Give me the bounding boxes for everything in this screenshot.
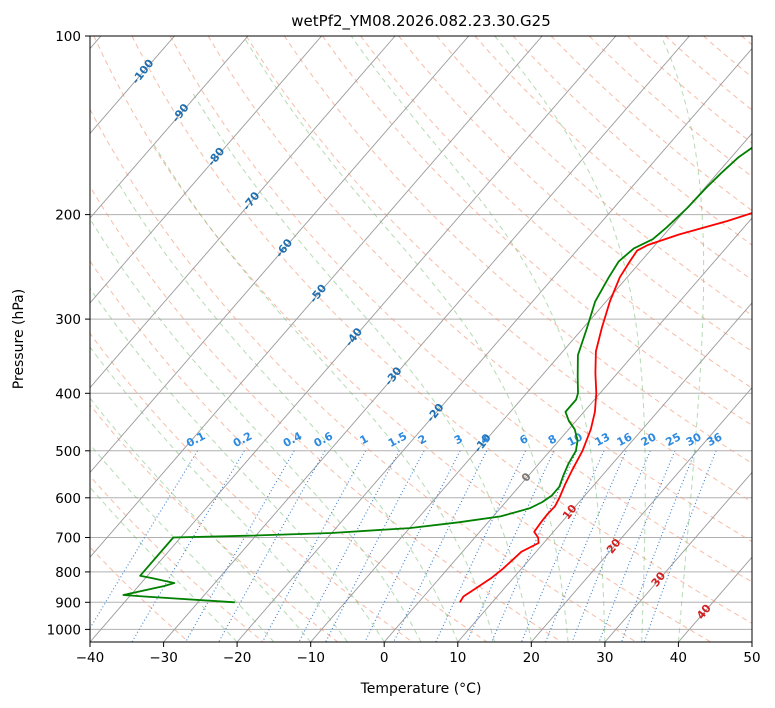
mixing-ratio-line xyxy=(90,450,198,630)
mixing-ratio-line xyxy=(262,450,367,642)
moist-adiabat-line xyxy=(350,36,606,642)
isotherm-line xyxy=(236,47,752,642)
mixing-ratio-label: 16 xyxy=(615,430,635,449)
dry-adiabat-line xyxy=(398,36,752,352)
plot-frame xyxy=(89,35,753,643)
mixing-ratio-line xyxy=(364,450,461,642)
y-tick-label: 900 xyxy=(55,595,81,611)
mixing-ratio-line xyxy=(491,450,578,642)
x-tick-label: 0 xyxy=(380,650,389,666)
mixing-ratio-line xyxy=(435,450,526,642)
mixing-ratio-line xyxy=(598,450,676,642)
dry-adiabat-line xyxy=(207,36,752,543)
dry-adiabat-line xyxy=(93,36,712,642)
y-tick-label: 400 xyxy=(55,386,81,402)
chart-title: wetPf2_YM08.2026.082.23.30.G25 xyxy=(291,12,550,31)
mixing-ratio-label: 30 xyxy=(684,430,704,449)
dry-adiabat-line xyxy=(512,36,752,246)
y-tick-label: 100 xyxy=(55,29,81,45)
mixing-ratio-line xyxy=(325,450,425,642)
moist-adiabat-line xyxy=(90,217,422,642)
moist-adiabat-line xyxy=(192,93,532,642)
isotherms xyxy=(90,36,752,642)
moist-adiabat-line xyxy=(90,346,348,642)
isotherm-line xyxy=(90,36,617,642)
isotherm-line xyxy=(90,36,543,558)
isotherm-line xyxy=(383,217,752,642)
moist-adiabat-line xyxy=(90,443,275,642)
dry-adiabat-line xyxy=(626,36,752,144)
x-tick-label: −20 xyxy=(223,650,252,666)
x-tick-label: 30 xyxy=(596,650,613,666)
y-tick-label: 300 xyxy=(55,312,81,328)
isotherm-line xyxy=(530,386,752,642)
x-tick-label: 10 xyxy=(449,650,466,666)
mixing-ratio-label: 25 xyxy=(663,430,683,449)
moist-adiabat-line xyxy=(90,287,385,642)
mixing-ratio-line xyxy=(393,450,488,642)
y-tick-label: 600 xyxy=(55,491,81,507)
x-tick-label: 20 xyxy=(523,650,540,666)
dry-adiabat-line xyxy=(90,185,562,642)
dewpoint-profile-line xyxy=(122,146,752,604)
dry-adiabat-line xyxy=(169,36,752,583)
moist-adiabat-line xyxy=(242,36,569,642)
dry-adiabat-line xyxy=(360,36,752,389)
data-series xyxy=(122,146,752,604)
mixing-ratio-label: 13 xyxy=(593,430,613,449)
dry-adiabat-line xyxy=(90,475,264,642)
dry-adiabat-line xyxy=(436,36,752,316)
y-axis-ticks: 100 200 300 400 500 600 700 800 900 1000 xyxy=(47,29,90,638)
dry-adiabat-line xyxy=(90,108,637,642)
dry-adiabat-line xyxy=(283,36,752,464)
moist-adiabat-line xyxy=(494,36,646,642)
y-tick-label: 800 xyxy=(55,565,81,581)
isotherm-line xyxy=(90,36,249,219)
isotherm-line xyxy=(604,471,752,642)
mixing-ratio-line xyxy=(571,450,651,642)
y-tick-label: 200 xyxy=(55,208,81,224)
isotherm-line xyxy=(163,36,690,642)
moist-adiabat-line xyxy=(150,140,496,642)
mixing-ratio-label: 20 xyxy=(639,430,659,449)
mixing-ratio-label: 10 xyxy=(565,430,585,449)
x-axis-label: Temperature (°C) xyxy=(360,681,482,697)
mixing-ratio-line xyxy=(218,450,326,642)
x-tick-label: −30 xyxy=(149,650,178,666)
moist-adiabat-line xyxy=(660,36,705,642)
isotherm-line xyxy=(90,36,396,389)
y-tick-label: 1000 xyxy=(47,622,81,638)
isotherm-line xyxy=(310,132,752,642)
mixing-ratio-line xyxy=(466,450,555,642)
plot-area: -100-90-80-70-60-50-40-30-20-10010203040… xyxy=(90,36,752,642)
moist-adiabat-line xyxy=(116,179,459,642)
y-axis-label: Pressure (hPa) xyxy=(11,289,27,389)
temperature-profile-line xyxy=(459,212,752,603)
x-tick-label: 40 xyxy=(670,650,687,666)
dry-adiabat-line xyxy=(322,36,752,426)
isotherm-line xyxy=(90,36,322,304)
x-tick-label: −40 xyxy=(76,650,105,666)
dry-adiabat-line xyxy=(131,36,752,624)
y-tick-label: 700 xyxy=(55,531,81,547)
y-tick-label: 500 xyxy=(55,444,81,460)
isotherm-line xyxy=(90,36,470,474)
x-tick-label: 50 xyxy=(743,650,760,666)
dry-adiabat-line xyxy=(550,36,752,212)
x-axis-ticks: −40 −30 −20 −10 0 10 20 30 40 50 xyxy=(76,642,761,666)
mixing-ratio-label: 36 xyxy=(705,430,725,449)
x-tick-label: −10 xyxy=(296,650,325,666)
isotherm-line xyxy=(457,302,752,642)
moist-adiabats xyxy=(90,36,705,642)
mixing-ratio-lines xyxy=(90,450,717,642)
